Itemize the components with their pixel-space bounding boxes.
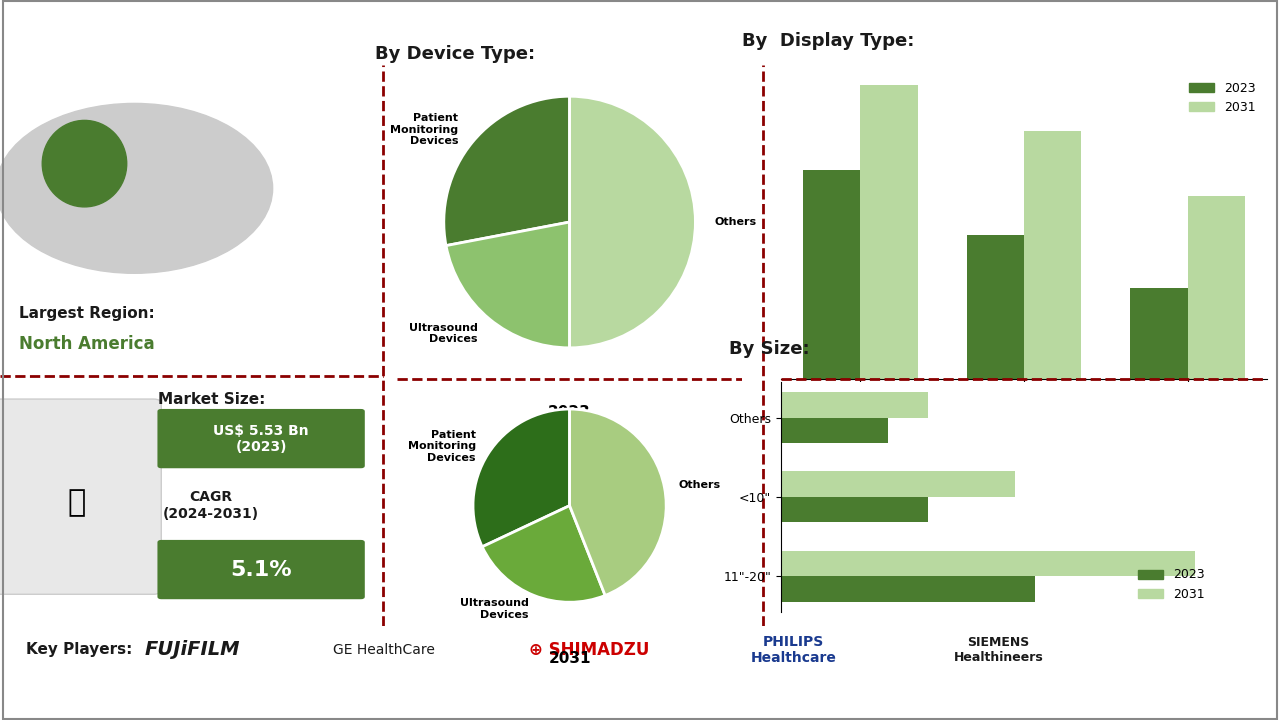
- Text: 2031: 2031: [548, 651, 591, 665]
- Bar: [803, 170, 860, 379]
- Text: US$ 5.53 Bn
(2023): US$ 5.53 Bn (2023): [214, 423, 308, 454]
- Ellipse shape: [42, 120, 127, 207]
- Text: GE HealthCare: GE HealthCare: [333, 643, 435, 657]
- Text: ▲: ▲: [1001, 687, 1015, 706]
- Bar: [1188, 197, 1245, 379]
- Text: North America: North America: [19, 335, 155, 353]
- Text: Patient
Monitoring
Devices: Patient Monitoring Devices: [390, 113, 458, 146]
- Wedge shape: [570, 96, 695, 348]
- Text: Global Patient Monitoring and Ultrasound Devices Display Market Research Report: Global Patient Monitoring and Ultrasound…: [55, 20, 1225, 45]
- Text: Email: info@insightaceanalytic.com: Email: info@insightaceanalytic.com: [524, 688, 820, 706]
- Bar: [1130, 288, 1188, 379]
- Bar: [781, 392, 928, 418]
- Wedge shape: [474, 409, 570, 546]
- Ellipse shape: [0, 104, 273, 274]
- Text: FUJiFILM: FUJiFILM: [145, 640, 239, 660]
- Text: Largest Region:: Largest Region:: [19, 306, 155, 321]
- Bar: [781, 551, 1196, 576]
- Wedge shape: [445, 222, 570, 348]
- Text: SIEMENS
Healthineers: SIEMENS Healthineers: [954, 636, 1043, 664]
- Text: US: +1 551 26 6109: US: +1 551 26 6109: [92, 688, 292, 706]
- Text: 2023: 2023: [548, 405, 591, 420]
- Text: Patient
Monitoring
Devices: Patient Monitoring Devices: [408, 430, 476, 463]
- Text: By Device Type:: By Device Type:: [375, 45, 535, 63]
- Bar: [966, 235, 1024, 379]
- Text: Ultrasound
Devices: Ultrasound Devices: [460, 598, 529, 620]
- Text: Market Size:: Market Size:: [157, 392, 265, 407]
- Text: ⊕ SHIMADZU: ⊕ SHIMADZU: [529, 641, 649, 659]
- Wedge shape: [570, 409, 666, 595]
- Text: Others: Others: [678, 480, 721, 490]
- Text: Others: Others: [714, 217, 756, 227]
- Legend: 2023, 2031: 2023, 2031: [1133, 564, 1210, 606]
- Text: By  Display Type:: By Display Type:: [742, 32, 914, 50]
- Text: INSIGHT ACE ANALYTIC: INSIGHT ACE ANALYTIC: [1046, 690, 1226, 703]
- Bar: [1024, 131, 1082, 379]
- Bar: [781, 576, 1034, 601]
- Text: PHILIPS
Healthcare: PHILIPS Healthcare: [750, 635, 837, 665]
- FancyBboxPatch shape: [0, 399, 161, 594]
- Bar: [781, 497, 928, 522]
- Text: Ultrasound
Devices: Ultrasound Devices: [408, 323, 477, 344]
- Legend: 2023, 2031: 2023, 2031: [1184, 76, 1261, 119]
- FancyBboxPatch shape: [157, 540, 365, 599]
- Text: CAGR
(2024-2031): CAGR (2024-2031): [163, 490, 260, 521]
- Wedge shape: [483, 505, 605, 602]
- Text: Key Players:: Key Players:: [26, 642, 132, 657]
- Bar: [860, 85, 918, 379]
- FancyBboxPatch shape: [157, 409, 365, 468]
- Text: By Size:: By Size:: [728, 340, 809, 358]
- Text: 5.1%: 5.1%: [230, 559, 292, 580]
- Text: 🔬: 🔬: [68, 488, 86, 518]
- Bar: [781, 418, 888, 443]
- Bar: [781, 472, 1015, 497]
- Wedge shape: [444, 96, 570, 246]
